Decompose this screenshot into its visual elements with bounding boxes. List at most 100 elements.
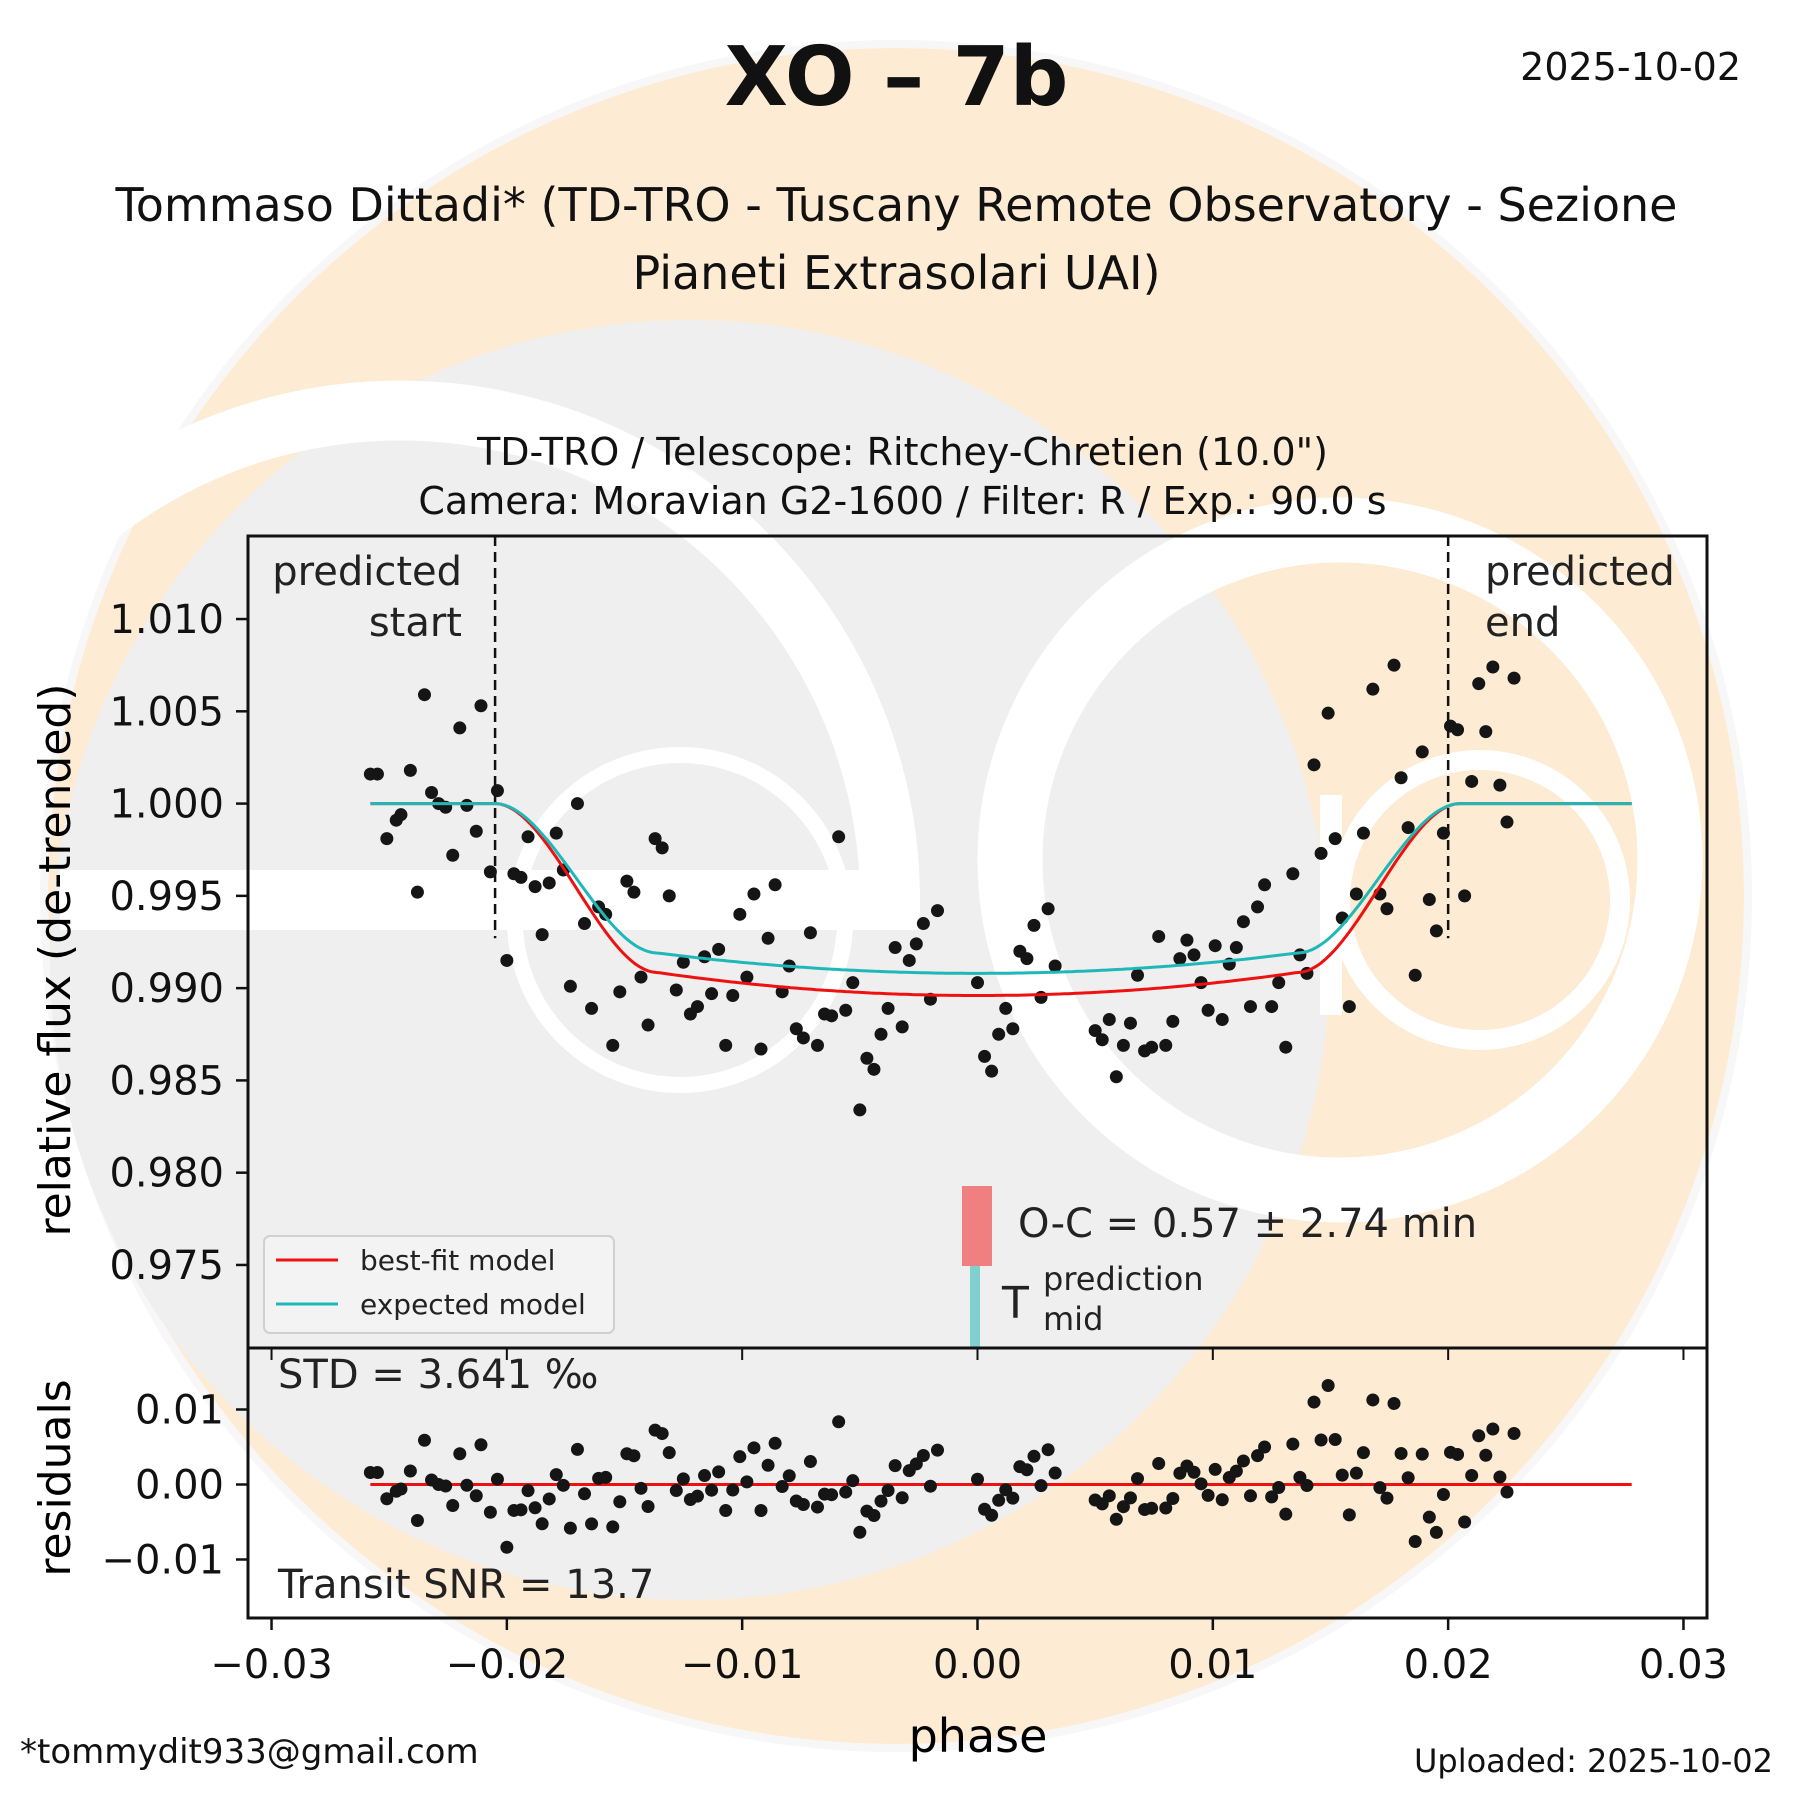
residual-point	[1493, 1470, 1507, 1484]
watermark-letter-e	[0, 380, 921, 1304]
x-tick-label: 0.02	[1404, 1642, 1493, 1688]
data-point	[916, 917, 930, 931]
watermark-letter-x	[507, 747, 853, 1093]
data-point	[514, 870, 528, 884]
data-point	[1251, 900, 1265, 914]
data-point	[726, 989, 740, 1003]
data-point	[867, 1062, 881, 1076]
data-point	[1006, 1022, 1020, 1036]
residual-point	[747, 1441, 761, 1455]
camera-info: Camera: Moravian G2-1600 / Filter: R / E…	[418, 479, 1387, 523]
residual-point	[1145, 1501, 1159, 1515]
data-point	[1173, 952, 1187, 966]
x-axis-label: phase	[909, 1709, 1048, 1763]
residual-point	[1458, 1515, 1472, 1529]
residual-point	[992, 1493, 1006, 1507]
residual-point	[1373, 1481, 1387, 1495]
residual-point	[1500, 1485, 1514, 1499]
data-point	[521, 830, 535, 844]
prediction-marker-bar	[970, 1266, 980, 1348]
residual-point	[1109, 1512, 1123, 1526]
y-tick-label: 0.995	[109, 874, 224, 920]
data-point	[662, 889, 676, 903]
data-point	[1472, 677, 1486, 691]
data-point	[425, 786, 439, 800]
tmid-label: T	[1001, 1278, 1029, 1329]
y-axis-label: relative flux (de-trended)	[30, 683, 81, 1236]
residual-point	[888, 1459, 902, 1473]
residual-point	[1258, 1440, 1272, 1454]
residual-point	[394, 1482, 408, 1496]
data-point	[860, 1051, 874, 1065]
data-point	[895, 1020, 909, 1034]
data-point	[1387, 658, 1401, 672]
residual-point	[825, 1488, 839, 1502]
upload-date: Uploaded: 2025-10-02	[1413, 1742, 1773, 1780]
residual-point	[613, 1495, 627, 1509]
data-point	[1187, 948, 1201, 962]
y-tick-label: 0.980	[109, 1151, 224, 1197]
residual-point	[1335, 1468, 1349, 1482]
data-point	[1479, 725, 1493, 739]
residual-point	[1286, 1437, 1300, 1451]
best-fit-model-line	[370, 802, 1632, 997]
data-point	[578, 917, 592, 931]
residual-point	[1486, 1422, 1500, 1436]
residual-point	[1429, 1525, 1443, 1539]
y-tick-label: 0.975	[109, 1243, 224, 1289]
residual-point	[528, 1501, 542, 1515]
predicted-start-label: predicted	[272, 549, 462, 595]
residual-point	[1159, 1501, 1173, 1515]
residual-point	[634, 1481, 648, 1495]
data-point	[490, 784, 504, 798]
data-point	[999, 1001, 1013, 1015]
residual-point	[1349, 1466, 1363, 1480]
data-point	[1215, 1013, 1229, 1027]
data-point	[874, 1027, 888, 1041]
data-point	[754, 1042, 768, 1056]
residual-point	[810, 1500, 824, 1514]
data-point	[403, 763, 417, 777]
axes-frames: −0.03 −0.02 −0.01 0.00 0.01 0.02 0.03	[210, 534, 1728, 1688]
residual-point	[698, 1469, 712, 1483]
data-point	[446, 848, 460, 862]
data-point	[1159, 1038, 1173, 1052]
residual-point	[556, 1478, 570, 1492]
residual-point	[761, 1458, 775, 1472]
data-point	[810, 1038, 824, 1052]
data-point	[410, 885, 424, 899]
residual-point	[370, 1466, 384, 1479]
residual-point	[1020, 1463, 1034, 1477]
observation-date: 2025-10-02	[1520, 45, 1741, 89]
residual-point	[439, 1479, 453, 1493]
residual-point	[627, 1449, 641, 1463]
data-point	[902, 953, 916, 967]
residual-point	[563, 1521, 577, 1535]
residual-point	[500, 1540, 514, 1554]
data-point	[1451, 723, 1465, 737]
data-point	[1493, 778, 1507, 792]
data-point	[563, 979, 577, 993]
data-point	[1366, 682, 1380, 696]
data-point	[627, 885, 641, 899]
residual-point	[1251, 1449, 1265, 1463]
data-point	[549, 826, 563, 840]
residual-point	[1194, 1477, 1208, 1491]
contact-email[interactable]: *tommydit933@gmail.com	[20, 1732, 479, 1772]
residual-point	[1131, 1472, 1145, 1486]
residual-point	[1102, 1489, 1116, 1503]
data-point	[1356, 826, 1370, 840]
y-tick-label: 1.000	[109, 782, 224, 828]
data-point	[394, 808, 408, 822]
data-point	[1408, 968, 1422, 982]
data-point	[1401, 821, 1415, 835]
data-point	[747, 887, 761, 901]
residual-point	[846, 1474, 860, 1488]
data-point	[1123, 1016, 1137, 1030]
residual-point	[578, 1487, 592, 1501]
data-point	[909, 937, 923, 951]
data-point	[474, 699, 488, 713]
residual-point	[839, 1485, 853, 1499]
residual-point	[1152, 1457, 1166, 1471]
residual-point	[606, 1520, 620, 1534]
